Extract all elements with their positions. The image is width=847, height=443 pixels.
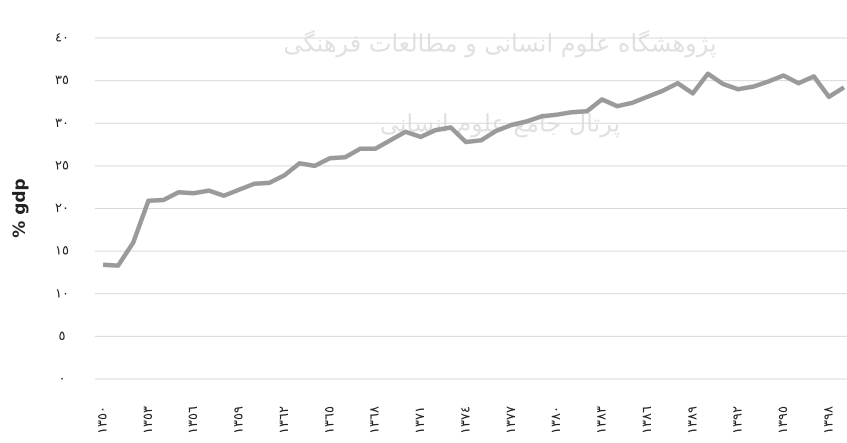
x-tick-label: ١٣٩٢	[731, 406, 746, 434]
x-tick-label: ١٣٩٨	[821, 406, 836, 434]
x-tick-label: ١٣٦٨	[368, 406, 383, 434]
y-tick-label: ١٠	[55, 286, 69, 301]
y-tick-label: ٢٠	[55, 201, 69, 216]
x-tick-label: ١٣٨٩	[685, 406, 700, 434]
y-tick-label: ٥	[59, 329, 66, 344]
y-tick-label: ٤٠	[55, 31, 69, 46]
x-tick-label: ١٣٥٦	[186, 406, 201, 434]
x-tick-label: ١٣٨٠	[549, 406, 564, 434]
x-tick-label: ١٣٥٠	[96, 406, 111, 434]
x-tick-label: ١٣٥٩	[232, 406, 247, 434]
x-tick-label: ١٣٥٣	[141, 406, 156, 434]
x-tick-label: ١٣٧٧	[504, 406, 519, 434]
x-tick-label: ١٣٦٢	[277, 406, 292, 434]
y-tick-label: ٣٥	[55, 73, 69, 88]
y-tick-label: ١٥	[55, 244, 69, 259]
x-tick-label: ١٣٦٥	[322, 406, 337, 434]
x-tick-label: ١٣٧٤	[458, 406, 473, 434]
x-tick-label: ١٣٨٣	[595, 406, 610, 434]
y-axis-label: % gdp	[10, 178, 30, 237]
y-tick-label: ٢٥	[55, 158, 69, 173]
x-tick-label: ١٣٩٥	[776, 406, 791, 434]
y-tick-label: ٠	[59, 372, 66, 387]
x-tick-label: ١٣٨٦	[640, 406, 655, 434]
data-line	[102, 71, 846, 268]
y-tick-label: ٣٠	[55, 116, 69, 131]
watermark: پژوهشگاه علوم انسانی و مطالعات فرهنگی	[283, 30, 716, 58]
x-tick-label: ١٣٧١	[413, 406, 428, 434]
